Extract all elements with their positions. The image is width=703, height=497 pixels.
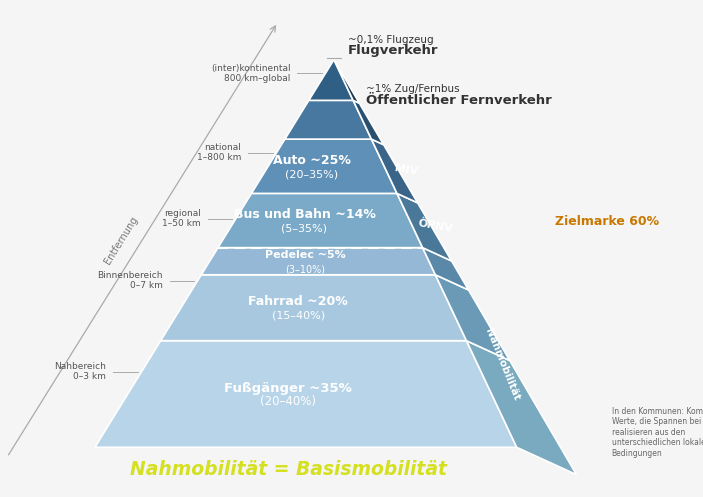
Text: (inter)kontinental
800 km–global: (inter)kontinental 800 km–global <box>211 64 290 83</box>
Polygon shape <box>218 193 423 248</box>
Polygon shape <box>467 341 576 475</box>
Text: (3–10%): (3–10%) <box>285 264 325 274</box>
Polygon shape <box>353 100 384 145</box>
Text: regional
1–50 km: regional 1–50 km <box>162 209 201 228</box>
Polygon shape <box>285 100 371 139</box>
Text: ~1% Zug/Fernbus: ~1% Zug/Fernbus <box>366 84 460 94</box>
Text: Öffentlicher Fernverkehr: Öffentlicher Fernverkehr <box>366 94 552 107</box>
Polygon shape <box>334 60 359 103</box>
Text: Nahbereich
0–3 km: Nahbereich 0–3 km <box>55 362 106 381</box>
Text: Zielmarke 60%: Zielmarke 60% <box>555 215 659 228</box>
Text: MIV: MIV <box>394 163 419 177</box>
Text: (5–35%): (5–35%) <box>281 224 328 234</box>
Polygon shape <box>201 248 435 275</box>
Polygon shape <box>435 275 510 360</box>
Text: ~0,1% Flugzeug: ~0,1% Flugzeug <box>348 35 434 45</box>
Polygon shape <box>309 60 353 100</box>
Text: Binnenbereich
0–7 km: Binnenbereich 0–7 km <box>97 271 162 290</box>
Text: Pedelec ~5%: Pedelec ~5% <box>265 250 345 260</box>
Text: Flugverkehr: Flugverkehr <box>348 44 439 57</box>
Text: national
1–800 km: national 1–800 km <box>197 143 241 163</box>
Text: (15–40%): (15–40%) <box>271 311 325 321</box>
Text: Nahmobilität = Basismobilität: Nahmobilität = Basismobilität <box>130 460 446 479</box>
Text: Entfernung: Entfernung <box>103 214 140 265</box>
Text: ÖPNV: ÖPNV <box>418 218 454 234</box>
Text: Fahrrad ~20%: Fahrrad ~20% <box>248 295 348 308</box>
Text: Nahmobilität: Nahmobilität <box>484 327 522 402</box>
Polygon shape <box>252 139 397 193</box>
Polygon shape <box>423 248 468 290</box>
Text: (20–40%): (20–40%) <box>260 396 316 409</box>
Text: In den Kommunen: Kommunale
Werte, die Spannen bei
realisieren aus den
unterschie: In den Kommunen: Kommunale Werte, die Sp… <box>612 407 703 458</box>
Polygon shape <box>397 193 451 261</box>
Text: Fußgänger ~35%: Fußgänger ~35% <box>224 382 352 395</box>
Polygon shape <box>95 341 517 447</box>
Text: Bus und Bahn ~14%: Bus und Bahn ~14% <box>233 208 375 221</box>
Text: Auto ~25%: Auto ~25% <box>273 154 351 167</box>
Polygon shape <box>160 275 467 341</box>
Text: (20–35%): (20–35%) <box>285 169 339 179</box>
Polygon shape <box>371 139 418 203</box>
